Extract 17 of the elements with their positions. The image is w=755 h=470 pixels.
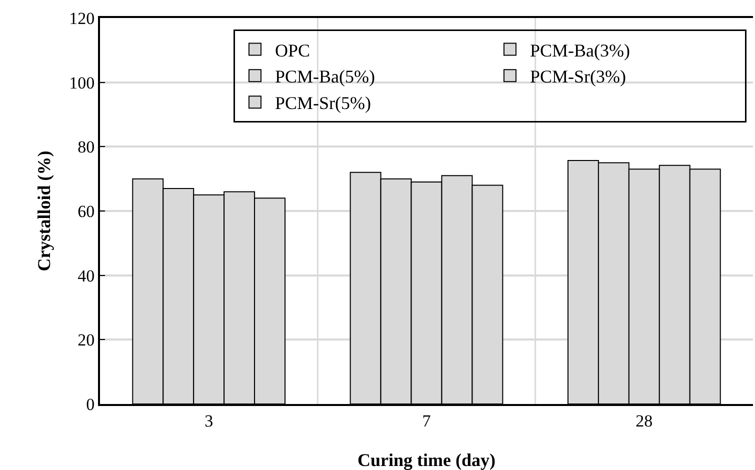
y-tick-label: 40 (78, 266, 95, 286)
y-tick-label: 60 (78, 202, 95, 221)
x-tick-label: 3 (204, 411, 214, 430)
legend-label: PCM-Sr(3%) (530, 66, 626, 87)
y-tick-label: 120 (69, 8, 95, 28)
y-tick-label: 100 (69, 73, 95, 92)
legend-label: PCM-Ba(5%) (274, 66, 375, 87)
y-tick-label: 20 (78, 330, 95, 350)
legend-label: PCM-Ba(3%) (530, 40, 630, 60)
y-tick-label: 0 (86, 394, 95, 414)
legend-label: PCM-Sr(5%) (274, 93, 371, 114)
x-tick-label: 7 (422, 411, 432, 430)
x-tick-label: 28 (636, 411, 653, 430)
y-axis-title: Crystalloid (%) (34, 150, 54, 272)
y-tick-label: 80 (78, 138, 95, 157)
legend-label: OPC (274, 40, 310, 60)
x-axis-title: Curing time (day) (358, 450, 496, 470)
